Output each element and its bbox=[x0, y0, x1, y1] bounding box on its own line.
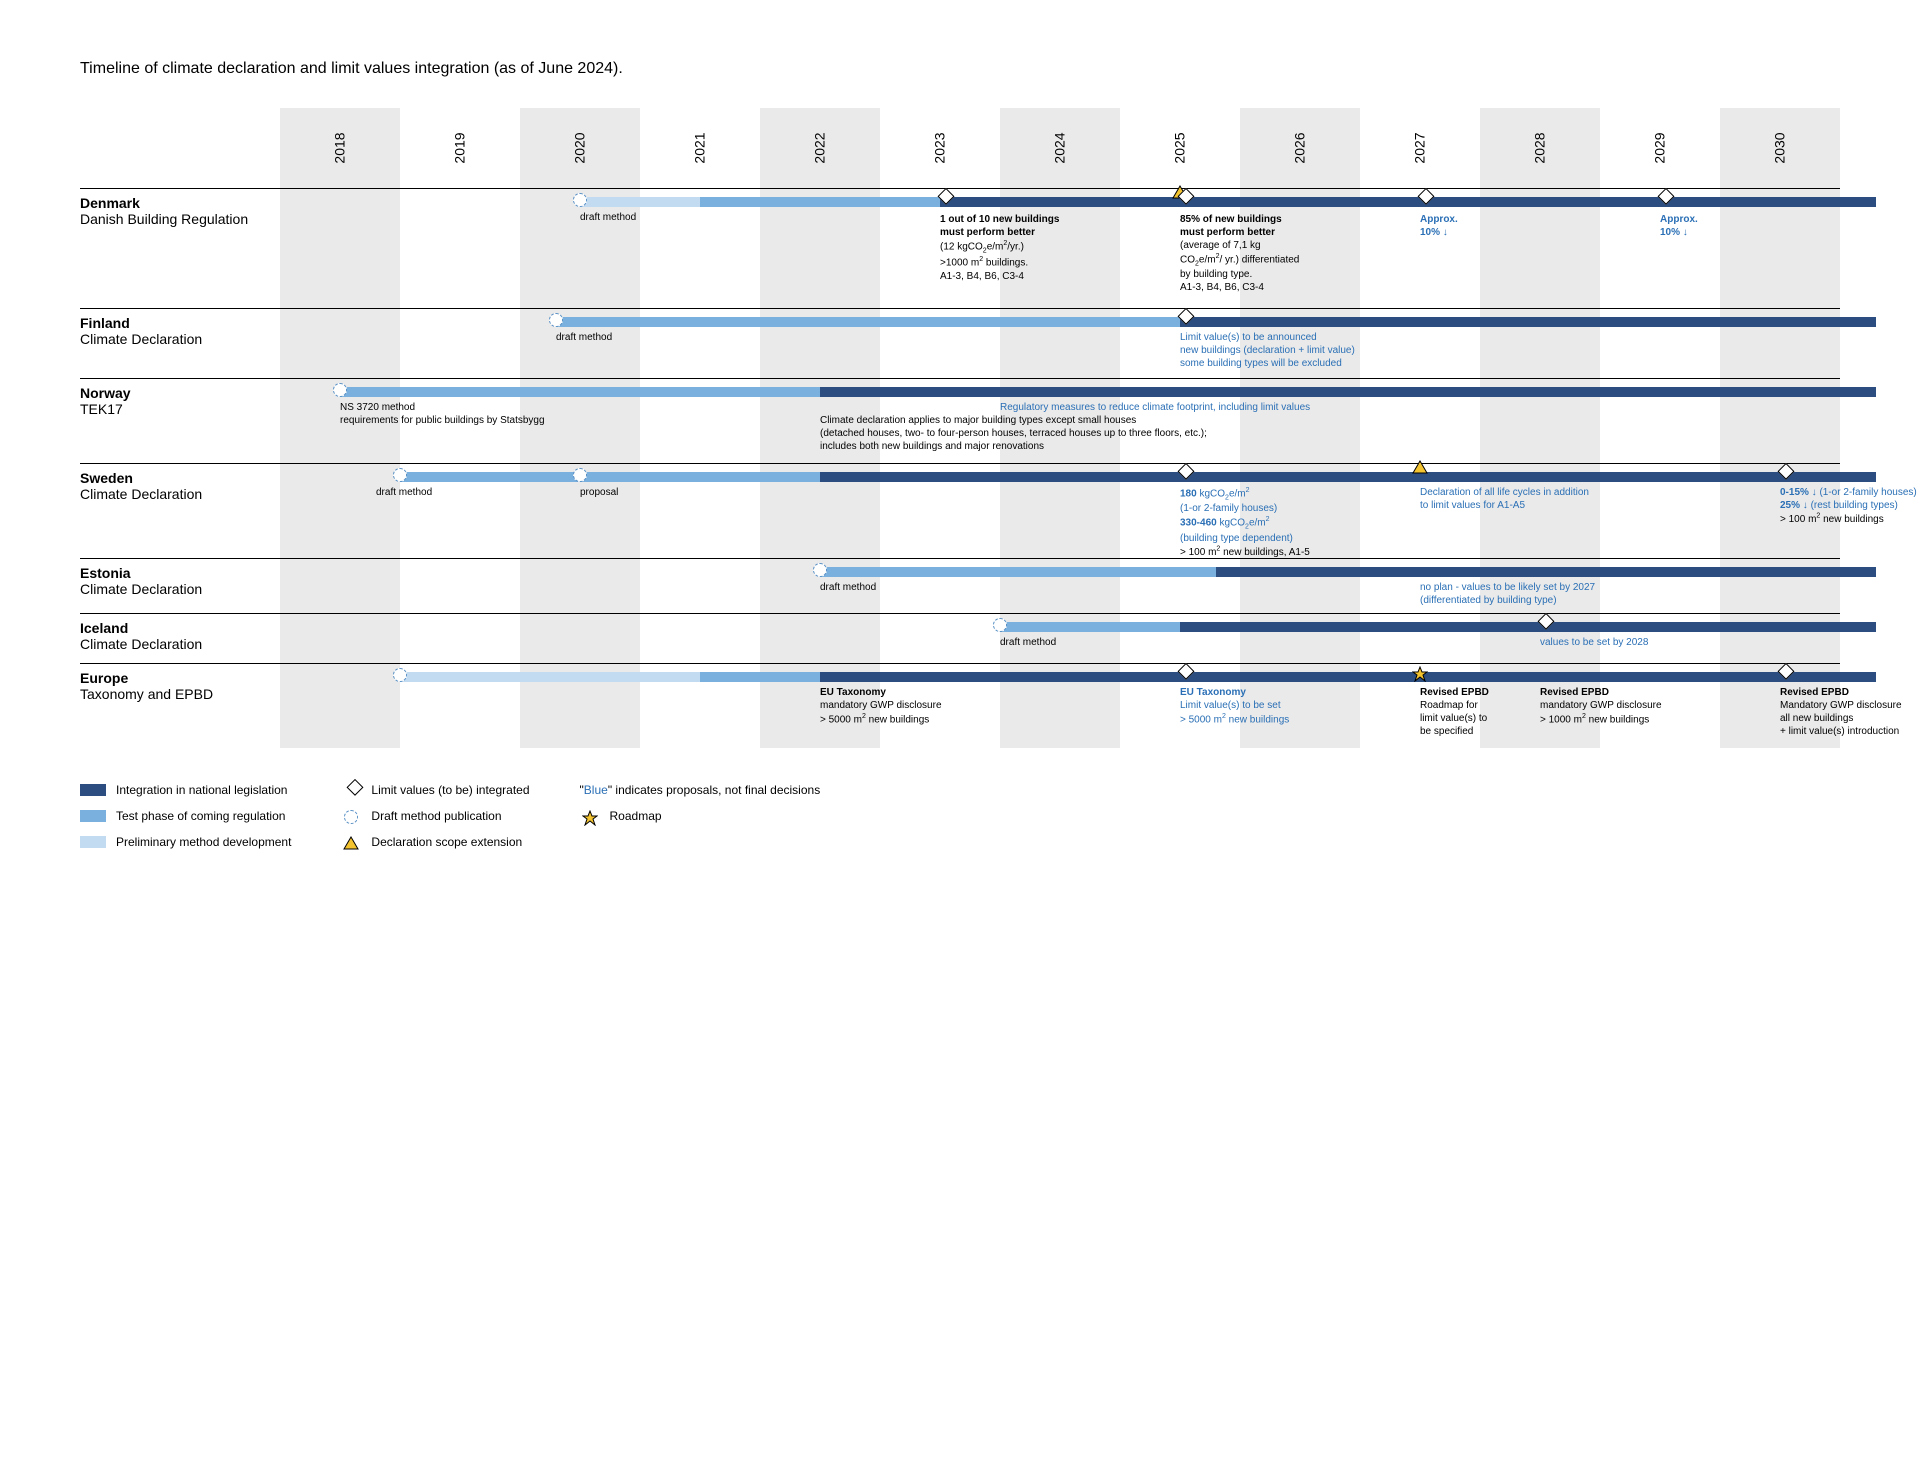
year-2020: 2020 bbox=[520, 108, 640, 188]
annotation: Approx.10% ↓ bbox=[1420, 213, 1458, 239]
dotted-marker bbox=[400, 471, 414, 485]
row-label: Finland Climate Declaration bbox=[80, 309, 280, 353]
phase-bar bbox=[820, 387, 1876, 397]
year-2028: 2028 bbox=[1480, 108, 1600, 188]
row-label: Europe Taxonomy and EPBD bbox=[80, 664, 280, 708]
chart-title: Timeline of climate declaration and limi… bbox=[80, 60, 1840, 78]
diamond-marker bbox=[1780, 671, 1792, 683]
row-label: Estonia Climate Declaration bbox=[80, 559, 280, 603]
legend-item: Test phase of coming regulation bbox=[80, 809, 291, 823]
phase-bar bbox=[820, 672, 1876, 682]
legend-item: Roadmap bbox=[580, 809, 821, 823]
legend-note: "Blue" indicates proposals, not final de… bbox=[580, 783, 821, 797]
row-norway: Norway TEK17 NS 3720 methodrequirements … bbox=[80, 378, 1840, 463]
dotted-marker bbox=[556, 316, 570, 330]
annotation: EU Taxonomymandatory GWP disclosure> 500… bbox=[820, 686, 942, 726]
phase-bar bbox=[400, 472, 820, 482]
annotation: Revised EPBDRoadmap forlimit value(s) to… bbox=[1420, 686, 1489, 738]
diamond-marker bbox=[1180, 471, 1192, 483]
dotted-marker bbox=[400, 671, 414, 685]
annotation: NS 3720 methodrequirements for public bu… bbox=[340, 401, 545, 427]
timeline-chart: 2018201920202021202220232024202520262027… bbox=[80, 108, 1840, 748]
year-2022: 2022 bbox=[760, 108, 880, 188]
diamond-marker bbox=[1180, 316, 1192, 328]
annotation: draft method bbox=[556, 331, 612, 344]
dotted-marker bbox=[340, 386, 354, 400]
dotted-marker bbox=[580, 471, 594, 485]
annotation: Limit value(s) to be announcednew buildi… bbox=[1180, 331, 1355, 370]
annotation: draft method bbox=[580, 211, 636, 224]
annotation: Declaration of all life cycles in additi… bbox=[1420, 486, 1589, 512]
dotted-marker bbox=[580, 196, 594, 210]
annotation: 0-15% ↓ (1-or 2-family houses)25% ↓ (res… bbox=[1780, 486, 1917, 526]
dotted-marker bbox=[1000, 621, 1014, 635]
star-marker bbox=[1420, 671, 1436, 690]
year-2029: 2029 bbox=[1600, 108, 1720, 188]
diamond-marker bbox=[1780, 471, 1792, 483]
diamond-marker bbox=[1540, 621, 1552, 633]
annotation: draft method bbox=[1000, 636, 1056, 649]
row-estonia: Estonia Climate Declaration draft method… bbox=[80, 558, 1840, 613]
diamond-marker bbox=[940, 196, 952, 208]
diamond-marker bbox=[1180, 671, 1192, 683]
annotation: draft method bbox=[820, 581, 876, 594]
year-2030: 2030 bbox=[1720, 108, 1840, 188]
phase-bar bbox=[340, 387, 820, 397]
phase-bar bbox=[700, 672, 820, 682]
phase-bar bbox=[556, 317, 1180, 327]
annotation: EU TaxonomyLimit value(s) to be set> 500… bbox=[1180, 686, 1289, 726]
annotation: Revised EPBDmandatory GWP disclosure> 10… bbox=[1540, 686, 1662, 726]
legend-item: Preliminary method development bbox=[80, 835, 291, 849]
annotation: values to be set by 2028 bbox=[1540, 636, 1648, 649]
year-2019: 2019 bbox=[400, 108, 520, 188]
annotation: Regulatory measures to reduce climate fo… bbox=[1000, 401, 1310, 414]
annotation: Climate declaration applies to major bui… bbox=[820, 414, 1207, 453]
row-finland: Finland Climate Declaration draft method… bbox=[80, 308, 1840, 378]
annotation: proposal bbox=[580, 486, 618, 499]
diamond-marker bbox=[1660, 196, 1672, 208]
phase-bar bbox=[820, 567, 1216, 577]
diamond-marker bbox=[1180, 196, 1192, 208]
annotation: Approx.10% ↓ bbox=[1660, 213, 1698, 239]
diamond-marker bbox=[1420, 196, 1432, 208]
row-iceland: Iceland Climate Declaration draft method… bbox=[80, 613, 1840, 663]
phase-bar bbox=[1000, 622, 1180, 632]
year-2021: 2021 bbox=[640, 108, 760, 188]
year-2018: 2018 bbox=[280, 108, 400, 188]
year-2023: 2023 bbox=[880, 108, 1000, 188]
legend-item: Integration in national legislation bbox=[80, 783, 291, 797]
phase-bar bbox=[1180, 622, 1876, 632]
annotation: no plan - values to be likely set by 202… bbox=[1420, 581, 1595, 607]
legend-item: Limit values (to be) integrated bbox=[341, 783, 529, 797]
year-2027: 2027 bbox=[1360, 108, 1480, 188]
phase-bar bbox=[580, 197, 700, 207]
legend: Integration in national legislation Test … bbox=[80, 783, 1840, 849]
annotation: draft method bbox=[376, 486, 432, 499]
legend-item: Declaration scope extension bbox=[341, 835, 529, 849]
row-label: Sweden Climate Declaration bbox=[80, 464, 280, 508]
row-europe: Europe Taxonomy and EPBD EU Taxonomymand… bbox=[80, 663, 1840, 748]
row-label: Iceland Climate Declaration bbox=[80, 614, 280, 658]
phase-bar bbox=[1216, 567, 1876, 577]
year-2024: 2024 bbox=[1000, 108, 1120, 188]
phase-bar bbox=[1180, 317, 1876, 327]
row-denmark: Denmark Danish Building Regulation draft… bbox=[80, 188, 1840, 308]
row-label: Norway TEK17 bbox=[80, 379, 280, 423]
dotted-marker bbox=[820, 566, 834, 580]
phase-bar bbox=[940, 197, 1876, 207]
phase-bar bbox=[400, 672, 700, 682]
annotation: 180 kgCO2e/m2(1-or 2-family houses)330-4… bbox=[1180, 486, 1310, 559]
year-2025: 2025 bbox=[1120, 108, 1240, 188]
annotation: 85% of new buildingsmust perform better(… bbox=[1180, 213, 1299, 294]
row-label: Denmark Danish Building Regulation bbox=[80, 189, 280, 233]
year-2026: 2026 bbox=[1240, 108, 1360, 188]
annotation: 1 out of 10 new buildingsmust perform be… bbox=[940, 213, 1059, 283]
row-sweden: Sweden Climate Declaration draft method p… bbox=[80, 463, 1840, 558]
phase-bar bbox=[700, 197, 940, 207]
legend-item: Draft method publication bbox=[341, 809, 529, 823]
annotation: Revised EPBDMandatory GWP disclosureall … bbox=[1780, 686, 1902, 738]
phase-bar bbox=[820, 472, 1876, 482]
